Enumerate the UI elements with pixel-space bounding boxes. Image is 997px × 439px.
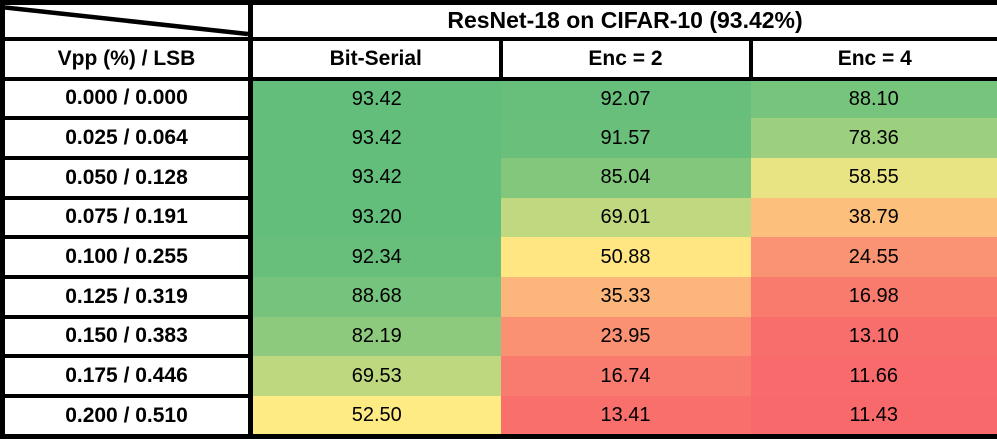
table-title: ResNet-18 on CIFAR-10 (93.42%) xyxy=(248,0,997,41)
row-header-label: Vpp (%) / LSB xyxy=(0,36,253,81)
diagonal-slash-line xyxy=(5,5,248,37)
table-row: 0.000 / 0.000 93.42 92.07 88.10 xyxy=(0,76,997,121)
value-cell: 93.42 xyxy=(250,157,501,198)
column-header-bit-serial: Bit-Serial xyxy=(248,36,503,81)
table-row: 0.150 / 0.383 82.19 23.95 13.10 xyxy=(0,314,997,359)
title-row: ResNet-18 on CIFAR-10 (93.42%) xyxy=(0,0,997,41)
value-cell: 93.20 xyxy=(250,197,501,238)
value-cell: 13.10 xyxy=(750,316,997,357)
row-label: 0.100 / 0.255 xyxy=(0,235,253,279)
table-row: 0.075 / 0.191 93.20 69.01 38.79 xyxy=(0,195,997,240)
value-cell: 93.42 xyxy=(250,118,501,158)
header-row: Vpp (%) / LSB Bit-Serial Enc = 2 Enc = 4 xyxy=(0,36,997,81)
value-cell: 52.50 xyxy=(250,396,501,437)
column-header-enc-4: Enc = 4 xyxy=(748,36,997,81)
table-row: 0.200 / 0.510 52.50 13.41 11.43 xyxy=(0,394,997,439)
table-row: 0.125 / 0.319 88.68 35.33 16.98 xyxy=(0,274,997,319)
value-cell: 23.95 xyxy=(500,316,751,357)
row-label: 0.075 / 0.191 xyxy=(0,195,253,240)
value-cell: 93.42 xyxy=(250,78,501,119)
value-cell: 16.74 xyxy=(500,356,751,396)
row-label: 0.200 / 0.510 xyxy=(0,394,253,439)
value-cell: 91.57 xyxy=(500,118,751,158)
value-cell: 24.55 xyxy=(750,237,997,277)
value-cell: 13.41 xyxy=(500,396,751,437)
value-cell: 92.34 xyxy=(250,237,501,277)
value-cell: 35.33 xyxy=(500,276,751,317)
row-label: 0.125 / 0.319 xyxy=(0,274,253,319)
value-cell: 82.19 xyxy=(250,316,501,357)
value-cell: 88.68 xyxy=(250,276,501,317)
table-row: 0.175 / 0.446 69.53 16.74 11.66 xyxy=(0,354,997,398)
value-cell: 69.01 xyxy=(500,197,751,238)
value-cell: 11.66 xyxy=(750,356,997,396)
value-cell: 38.79 xyxy=(750,197,997,238)
value-cell: 16.98 xyxy=(750,276,997,317)
row-label: 0.025 / 0.064 xyxy=(0,116,253,160)
value-cell: 11.43 xyxy=(750,396,997,437)
value-cell: 58.55 xyxy=(750,157,997,198)
row-label: 0.050 / 0.128 xyxy=(0,155,253,200)
value-cell: 85.04 xyxy=(500,157,751,198)
table-row: 0.050 / 0.128 93.42 85.04 58.55 xyxy=(0,155,997,200)
table-row: 0.100 / 0.255 92.34 50.88 24.55 xyxy=(0,235,997,279)
row-label: 0.150 / 0.383 xyxy=(0,314,253,359)
row-label: 0.175 / 0.446 xyxy=(0,354,253,398)
table-row: 0.025 / 0.064 93.42 91.57 78.36 xyxy=(0,116,997,160)
column-header-enc-2: Enc = 2 xyxy=(498,36,753,81)
value-cell: 78.36 xyxy=(750,118,997,158)
row-label: 0.000 / 0.000 xyxy=(0,76,253,121)
value-cell: 69.53 xyxy=(250,356,501,396)
value-cell: 88.10 xyxy=(750,78,997,119)
corner-cell xyxy=(0,0,253,41)
value-cell: 92.07 xyxy=(500,78,751,119)
value-cell: 50.88 xyxy=(500,237,751,277)
